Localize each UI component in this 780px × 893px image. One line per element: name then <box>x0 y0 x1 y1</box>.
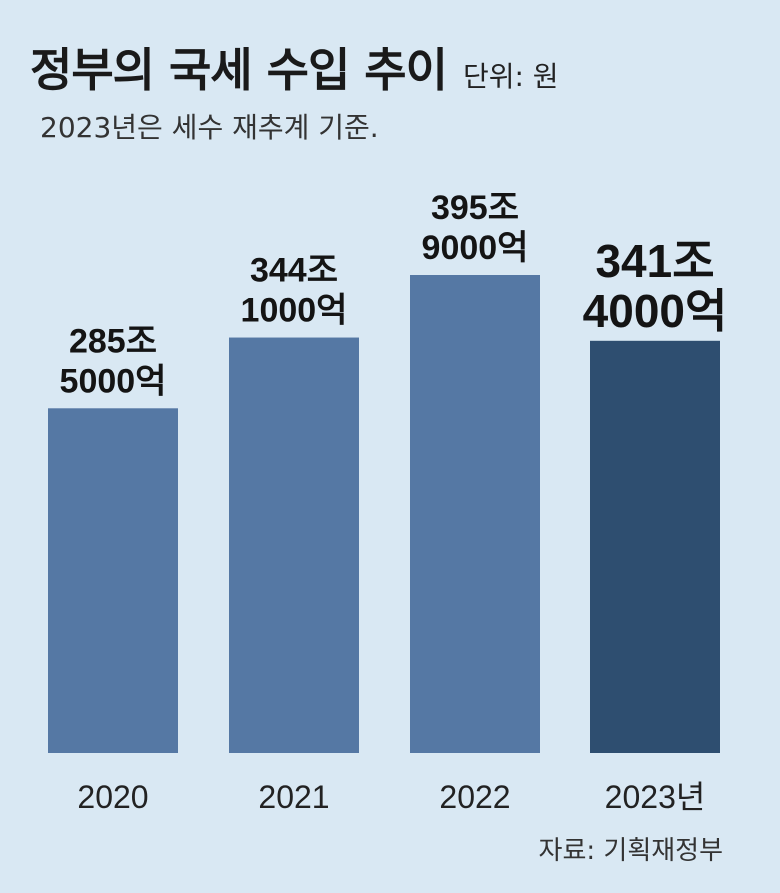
chart-title: 정부의 국세 수입 추이 <box>30 43 448 97</box>
data-label-2023년-line2: 4000억 <box>583 285 728 337</box>
category-label-2021: 2021 <box>258 779 329 815</box>
data-label-2022-line2: 9000억 <box>422 229 529 267</box>
bar-2020 <box>48 408 178 753</box>
data-label-2021-line2: 1000억 <box>241 292 348 330</box>
category-label-2023년: 2023년 <box>605 779 706 815</box>
bar-2021 <box>229 337 359 753</box>
data-label-2023년-line1: 341조 <box>595 235 714 287</box>
unit-label: 단위: 원 <box>462 60 559 93</box>
chart-subtitle: 2023년은 세수 재추계 기준. <box>40 111 379 144</box>
bar-2022 <box>410 275 540 753</box>
data-label-2022-line1: 395조 <box>431 189 519 227</box>
bar-2023년 <box>590 340 720 753</box>
category-label-2020: 2020 <box>77 779 148 815</box>
data-label-2020-line1: 285조 <box>69 322 157 360</box>
source-label: 자료: 기획재정부 <box>538 836 723 866</box>
title-row: 정부의 국세 수입 추이 단위: 원 <box>30 34 559 100</box>
data-label-2021-line1: 344조 <box>250 252 338 290</box>
category-label-2022: 2022 <box>439 779 510 815</box>
data-label-2020-line2: 5000억 <box>60 362 167 400</box>
